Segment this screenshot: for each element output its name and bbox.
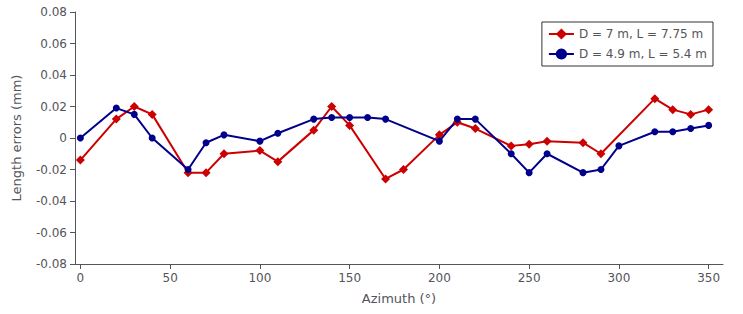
svg-text:-0.08: -0.08 [36,257,67,271]
svg-text:D = 7 m, L = 7.75 m: D = 7 m, L = 7.75 m [579,27,703,41]
svg-text:50: 50 [162,271,177,285]
svg-text:-0.04: -0.04 [36,194,67,208]
svg-text:0.08: 0.08 [40,5,67,19]
svg-text:D = 4.9 m, L = 5.4 m: D = 4.9 m, L = 5.4 m [579,47,707,61]
svg-text:350: 350 [697,271,720,285]
svg-text:0.06: 0.06 [40,37,67,51]
svg-text:200: 200 [428,271,451,285]
svg-text:250: 250 [518,271,541,285]
svg-text:0.04: 0.04 [40,68,67,82]
svg-text:-0.06: -0.06 [36,226,67,240]
svg-text:100: 100 [248,271,271,285]
svg-text:-0.02: -0.02 [36,163,67,177]
svg-text:Length errors (mm): Length errors (mm) [9,75,24,202]
svg-text:0.02: 0.02 [40,100,67,114]
svg-text:Azimuth (°): Azimuth (°) [362,291,436,306]
svg-text:150: 150 [338,271,361,285]
svg-text:0: 0 [59,131,67,145]
svg-text:300: 300 [607,271,630,285]
svg-text:0: 0 [77,271,85,285]
